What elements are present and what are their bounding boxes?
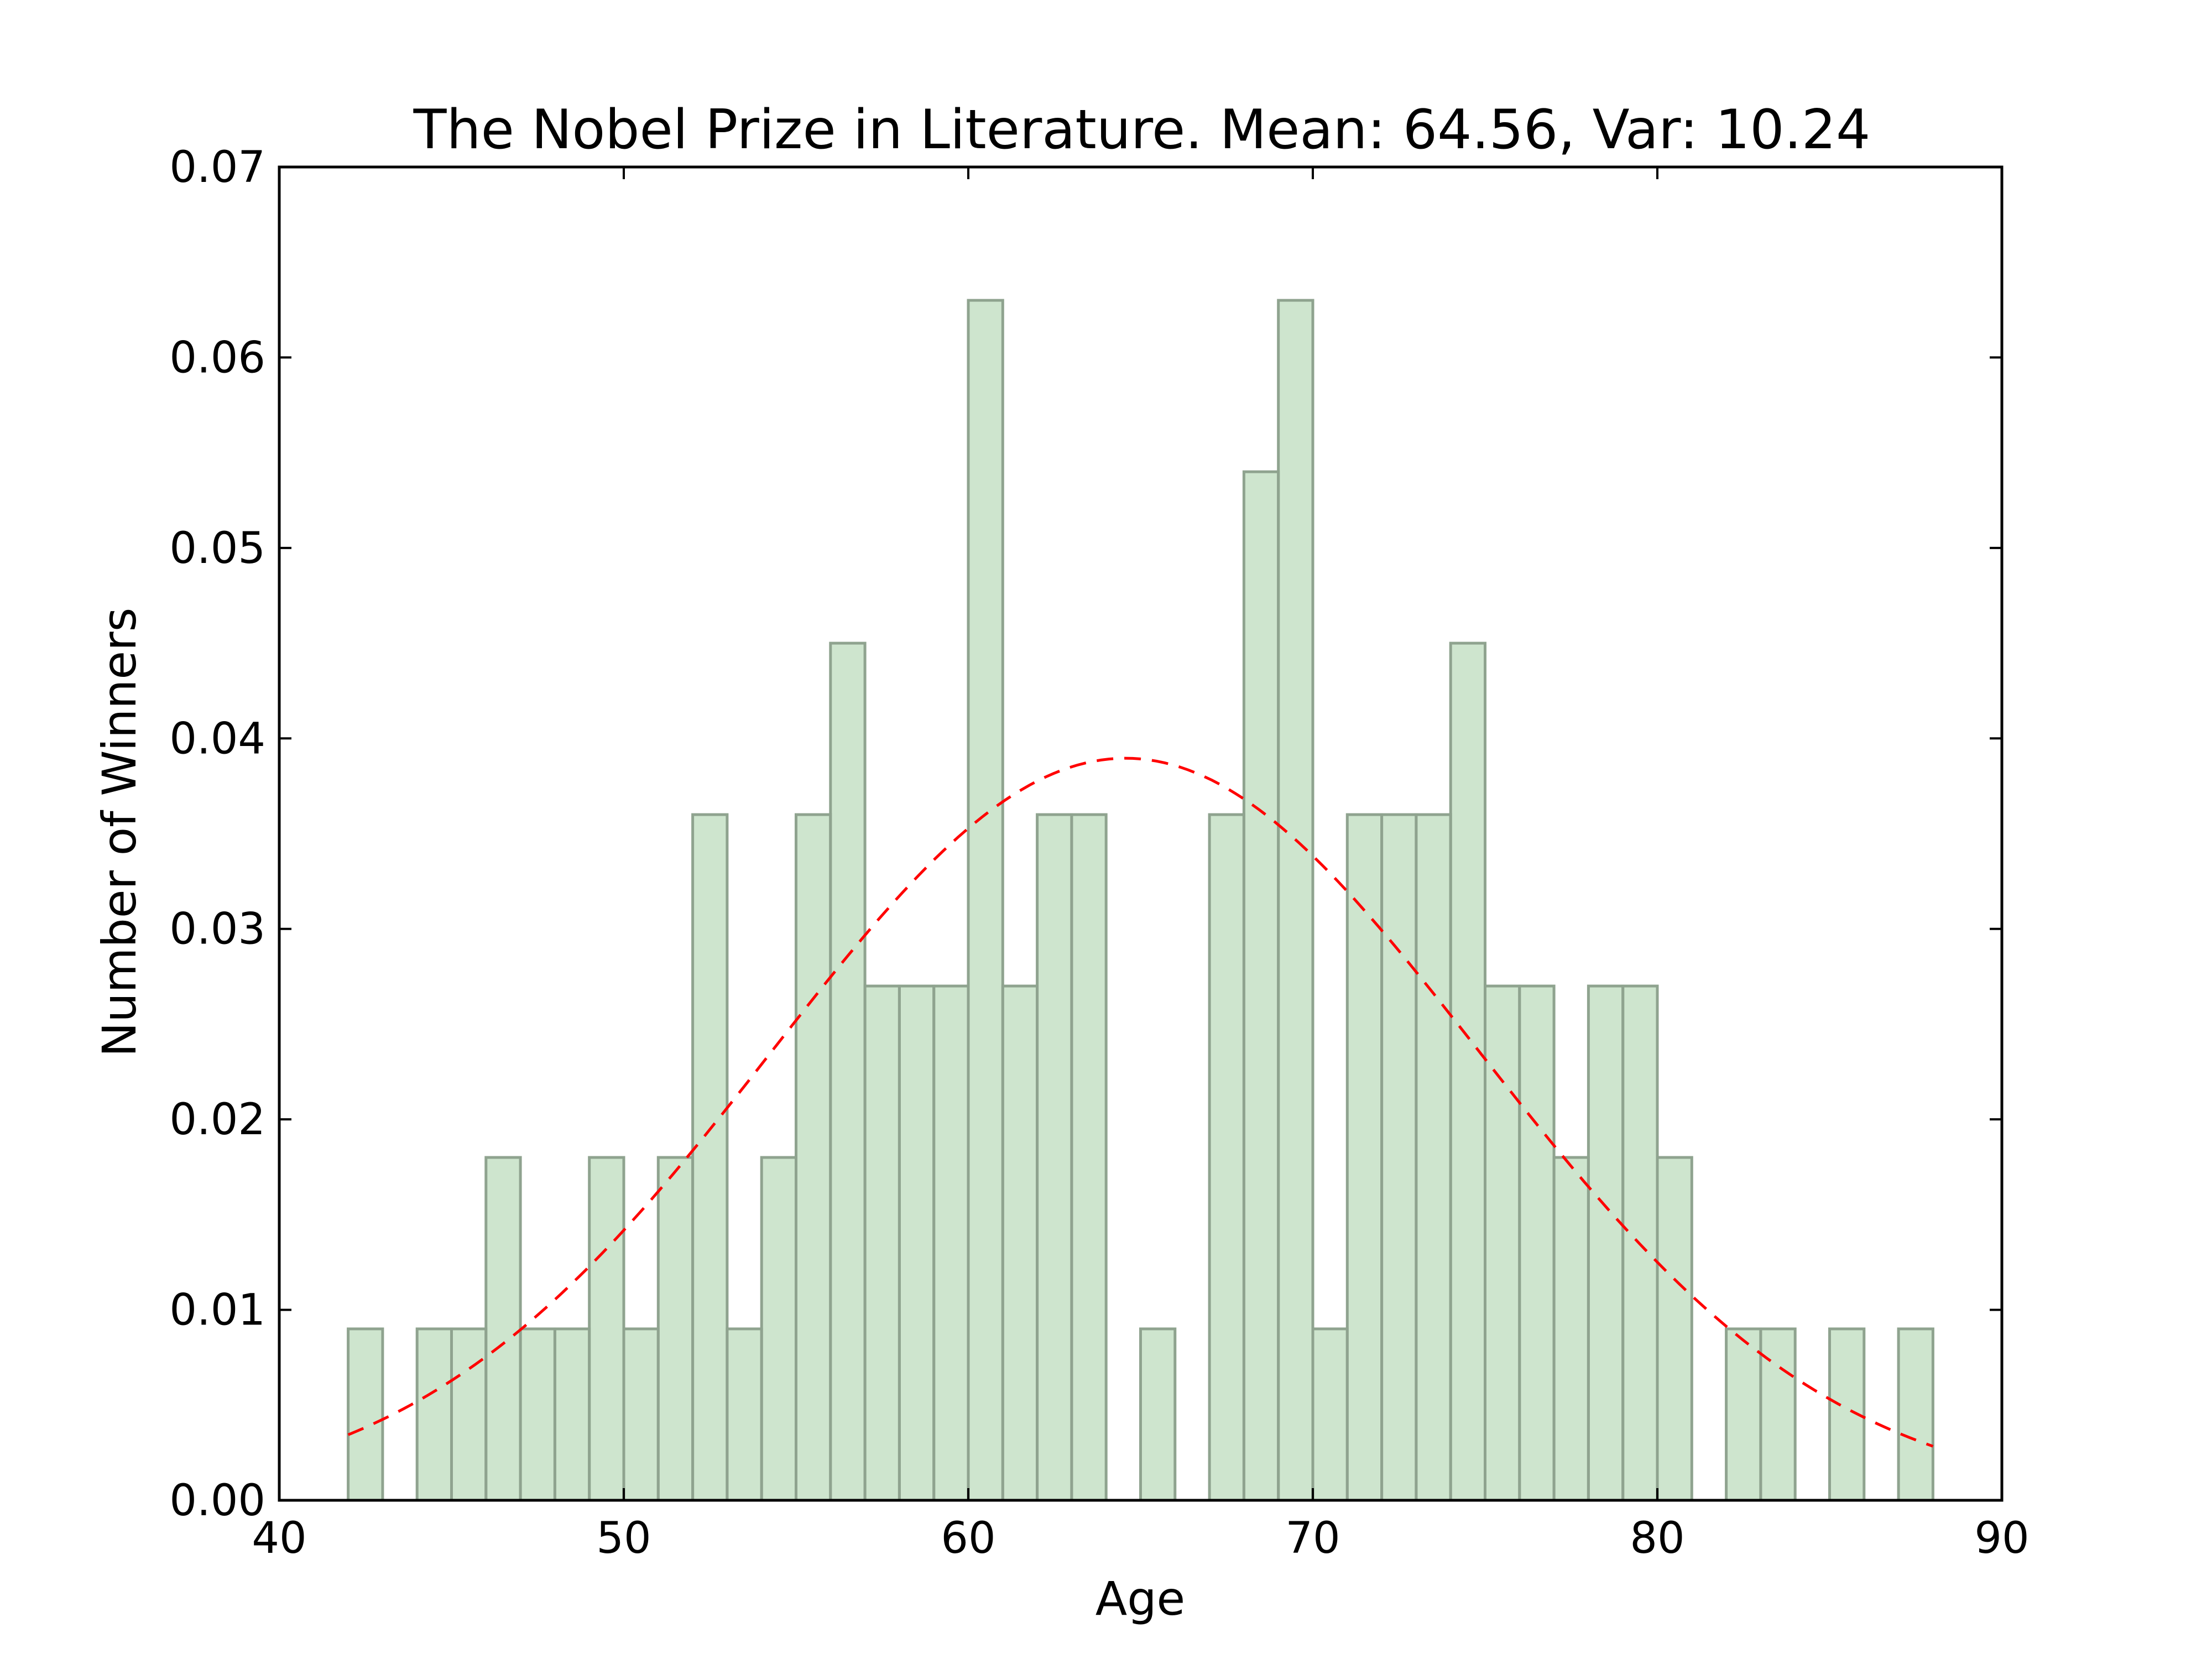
histogram-bar-9 xyxy=(691,813,729,1502)
histogram-bar-24 xyxy=(1277,299,1314,1502)
y-tick-label-5: 0.05 xyxy=(169,524,265,573)
histogram-bar-17 xyxy=(967,299,1004,1502)
x-axis-label: Age xyxy=(1095,1572,1185,1626)
bars-layer xyxy=(347,299,1934,1502)
histogram-bar-11 xyxy=(760,1156,797,1502)
y-tick-label-0: 0.00 xyxy=(169,1476,265,1526)
normal-fit-curve xyxy=(347,757,1934,1448)
histogram-bar-29 xyxy=(1449,641,1486,1502)
y-tick-label-3: 0.03 xyxy=(169,905,265,954)
histogram-bar-31 xyxy=(1518,984,1556,1502)
histogram-bar-28 xyxy=(1415,813,1452,1502)
histogram-bar-33 xyxy=(1587,984,1625,1502)
histogram-bar-35 xyxy=(1656,1156,1693,1502)
histogram-bar-14 xyxy=(863,984,901,1502)
histogram-bar-3 xyxy=(484,1156,522,1502)
histogram-bar-26 xyxy=(1345,813,1384,1502)
histogram-bar-0 xyxy=(347,1327,384,1502)
histogram-bar-18 xyxy=(1001,984,1039,1502)
x-tick-label-1: 50 xyxy=(596,1514,651,1563)
y-tick-label-4: 0.04 xyxy=(169,714,265,764)
y-tick-label-7: 0.07 xyxy=(169,143,265,192)
x-tick-label-2: 60 xyxy=(941,1514,995,1563)
histogram-bar-8 xyxy=(656,1156,695,1502)
y-tick-label-2: 0.02 xyxy=(169,1095,265,1145)
histogram-bar-32 xyxy=(1552,1156,1590,1502)
histogram-bar-12 xyxy=(795,813,832,1502)
x-tick-label-5: 90 xyxy=(1974,1514,2029,1563)
histogram-bar-13 xyxy=(829,641,867,1502)
histogram-bar-23 xyxy=(1242,470,1280,1502)
chart-title: The Nobel Prize in Literature. Mean: 64.… xyxy=(413,98,1871,161)
histogram-bar-10 xyxy=(726,1327,763,1502)
y-tick-label-1: 0.01 xyxy=(169,1286,265,1335)
ticks-layer: 40 50 60 70 80 90 0.00 0.01 0.02 0.03 0.04 0.05 0.06… xyxy=(169,143,2029,1563)
histogram-bar-37 xyxy=(1759,1327,1797,1502)
histogram-bar-6 xyxy=(588,1156,625,1502)
histogram-bar-30 xyxy=(1484,984,1521,1502)
histogram-bar-36 xyxy=(1725,1327,1762,1502)
histogram-bar-1 xyxy=(415,1327,453,1502)
histogram-bar-16 xyxy=(932,984,970,1502)
histogram-bar-19 xyxy=(1036,813,1073,1502)
histogram-bar-20 xyxy=(1070,813,1108,1502)
histogram-bar-4 xyxy=(519,1327,556,1502)
histogram-bar-2 xyxy=(450,1327,488,1502)
x-tick-label-4: 80 xyxy=(1630,1514,1684,1563)
histogram-bar-5 xyxy=(553,1327,591,1502)
x-tick-label-0: 40 xyxy=(252,1514,306,1563)
y-axis-label: Number of Winners xyxy=(92,608,147,1057)
plot-frame xyxy=(278,165,2004,1502)
x-tick-label-3: 70 xyxy=(1285,1514,1340,1563)
histogram-bar-15 xyxy=(898,984,936,1502)
histogram-bar-39 xyxy=(1897,1327,1934,1502)
y-tick-label-6: 0.06 xyxy=(169,333,265,383)
histogram-bar-22 xyxy=(1208,813,1245,1502)
histogram-bar-25 xyxy=(1311,1327,1349,1502)
histogram-bar-7 xyxy=(622,1327,660,1502)
histogram-bar-21 xyxy=(1139,1327,1177,1502)
histogram-bar-27 xyxy=(1380,813,1418,1502)
